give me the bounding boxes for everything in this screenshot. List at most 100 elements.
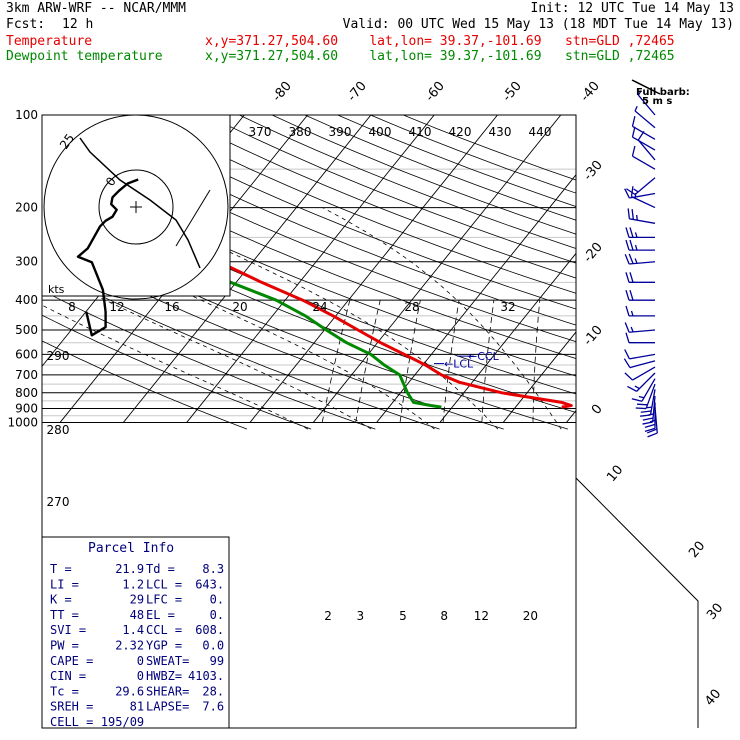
storm-motion-vector	[175, 189, 211, 247]
isotherm-label: 40	[702, 687, 724, 709]
theta-label: 410	[409, 125, 432, 139]
pressure-tick-label: 300	[15, 255, 38, 269]
isotherm-label: -80	[270, 79, 295, 105]
dry-adiabat	[42, 115, 440, 430]
dewpoint-legend-location: x,y=371.27,504.60 lat,lon= 39.37,-101.69…	[205, 49, 675, 64]
isotherm-label: -40	[578, 79, 603, 105]
dry-adiabat	[239, 115, 698, 430]
parcel-info-title: Parcel Info	[88, 541, 174, 556]
parcel-info-label: T =	[50, 562, 72, 576]
pressure-tick-label: 800	[15, 386, 38, 400]
dry-adiabat	[42, 115, 376, 430]
pressure-tick-label: 400	[15, 293, 38, 307]
speed-label: 12	[109, 300, 124, 314]
wind-barb	[631, 378, 656, 402]
dry-adiabat	[173, 115, 698, 430]
wind-barb	[624, 322, 656, 333]
forecast-label: Fcst:	[6, 17, 46, 32]
hodograph-lower-trace	[79, 137, 201, 269]
parcel-info-label: CIN =	[50, 669, 86, 683]
parcel-info-label: LCL =	[146, 577, 182, 591]
parcel-info-value: 0.	[210, 608, 224, 622]
parcel-info-value: 8.3	[202, 562, 224, 576]
pressure-tick-label: 500	[15, 323, 38, 337]
isotherm-line	[692, 115, 698, 423]
parcel-info-label: YGP =	[146, 639, 182, 653]
mixing-ratio-label: 8	[440, 609, 448, 623]
speed-label: 32	[500, 300, 515, 314]
dry-adiabat	[42, 115, 312, 430]
parcel-info-value: 1.2	[122, 577, 144, 591]
parcel-info-label: LI =	[50, 577, 79, 591]
wind-barb	[627, 372, 656, 392]
dry-adiabat	[370, 115, 698, 430]
wind-barb	[625, 272, 655, 283]
mixing-ratio-label: 20	[523, 609, 538, 623]
dry-adiabat	[337, 115, 698, 430]
pressure-tick-label: 100	[15, 108, 38, 122]
parcel-info-label: SREH =	[50, 700, 93, 714]
parcel-info-label: SWEAT=	[146, 654, 189, 668]
theta-side-label: 280	[47, 423, 70, 437]
isotherm-label: -30	[581, 158, 606, 184]
mixing-ratio-label: 2	[324, 609, 332, 623]
wind-barb	[624, 349, 656, 360]
wind-barb	[631, 126, 656, 151]
moist-adiabat	[138, 207, 499, 430]
wind-barb	[631, 145, 656, 170]
temperature-legend-location: x,y=371.27,504.60 lat,lon= 39.37,-101.69…	[205, 34, 675, 49]
parcel-info-label: HWBZ=	[146, 669, 182, 683]
valid-time: Valid: 00 UTC Wed 15 May 13 (18 MDT Tue …	[342, 17, 734, 32]
parcel-info-label: CELL =	[50, 715, 93, 729]
wind-barb	[623, 358, 656, 369]
parcel-info-label: K =	[50, 593, 72, 607]
theta-side-label: 270	[47, 495, 70, 509]
isotherm-label: 0	[589, 402, 606, 418]
pressure-tick-label: 200	[15, 201, 38, 215]
parcel-info-value: 81	[130, 700, 144, 714]
isotherm-label: -50	[500, 79, 525, 105]
theta-side-label: 290	[47, 349, 70, 363]
parcel-info-value: 2.32	[115, 639, 144, 653]
speed-label: 20	[232, 300, 247, 314]
parcel-info-label: Tc =	[50, 684, 79, 698]
ccl-label: ←CCL	[468, 350, 500, 363]
wind-barb	[625, 332, 655, 344]
parcel-info-label: EL =	[146, 608, 175, 622]
wind-barb	[637, 90, 656, 116]
moist-adiabat	[42, 207, 435, 430]
theta-label: 440	[529, 125, 552, 139]
wind-barb	[625, 289, 655, 301]
barb-key-symbol	[631, 79, 661, 95]
isotherm-label: -10	[581, 323, 606, 349]
parcel-info-label: SHEAR=	[146, 684, 189, 698]
speed-label: 24	[312, 300, 327, 314]
hodograph-ring	[98, 169, 174, 245]
theta-label: 390	[329, 125, 352, 139]
wind-barb	[625, 305, 655, 317]
parcel-info-box: Parcel Info T = 21.9 Td = 8.3 LI = 1.2 LCL = 64…	[41, 536, 230, 729]
parcel-info-label: TT =	[50, 608, 79, 622]
speed-label: 8	[68, 300, 76, 314]
dry-adiabat	[42, 115, 248, 430]
pressure-tick-label: 600	[15, 347, 38, 361]
parcel-info-value: 0.0	[202, 639, 224, 653]
parcel-info-value: 99	[210, 654, 224, 668]
barb-key: Full barb: 5 m s	[631, 79, 690, 107]
parcel-info-value: 29.6	[115, 684, 144, 698]
parcel-info-value: 28.	[202, 684, 224, 698]
isotherm-label: 20	[686, 539, 708, 561]
mixing-ratio-label: 5	[399, 609, 407, 623]
parcel-info-value: 48	[130, 608, 144, 622]
dry-adiabat	[108, 115, 698, 430]
wind-barb	[625, 177, 656, 196]
isotherm-line	[502, 115, 698, 423]
parcel-info-value: 4103.	[188, 669, 224, 683]
parcel-info-value: 0	[137, 669, 144, 683]
isotherm-line	[249, 115, 498, 423]
parcel-info-label: Td =	[146, 562, 175, 576]
plot-frame	[41, 114, 577, 729]
isotherm-line	[186, 115, 435, 423]
wind-barb	[624, 188, 656, 199]
